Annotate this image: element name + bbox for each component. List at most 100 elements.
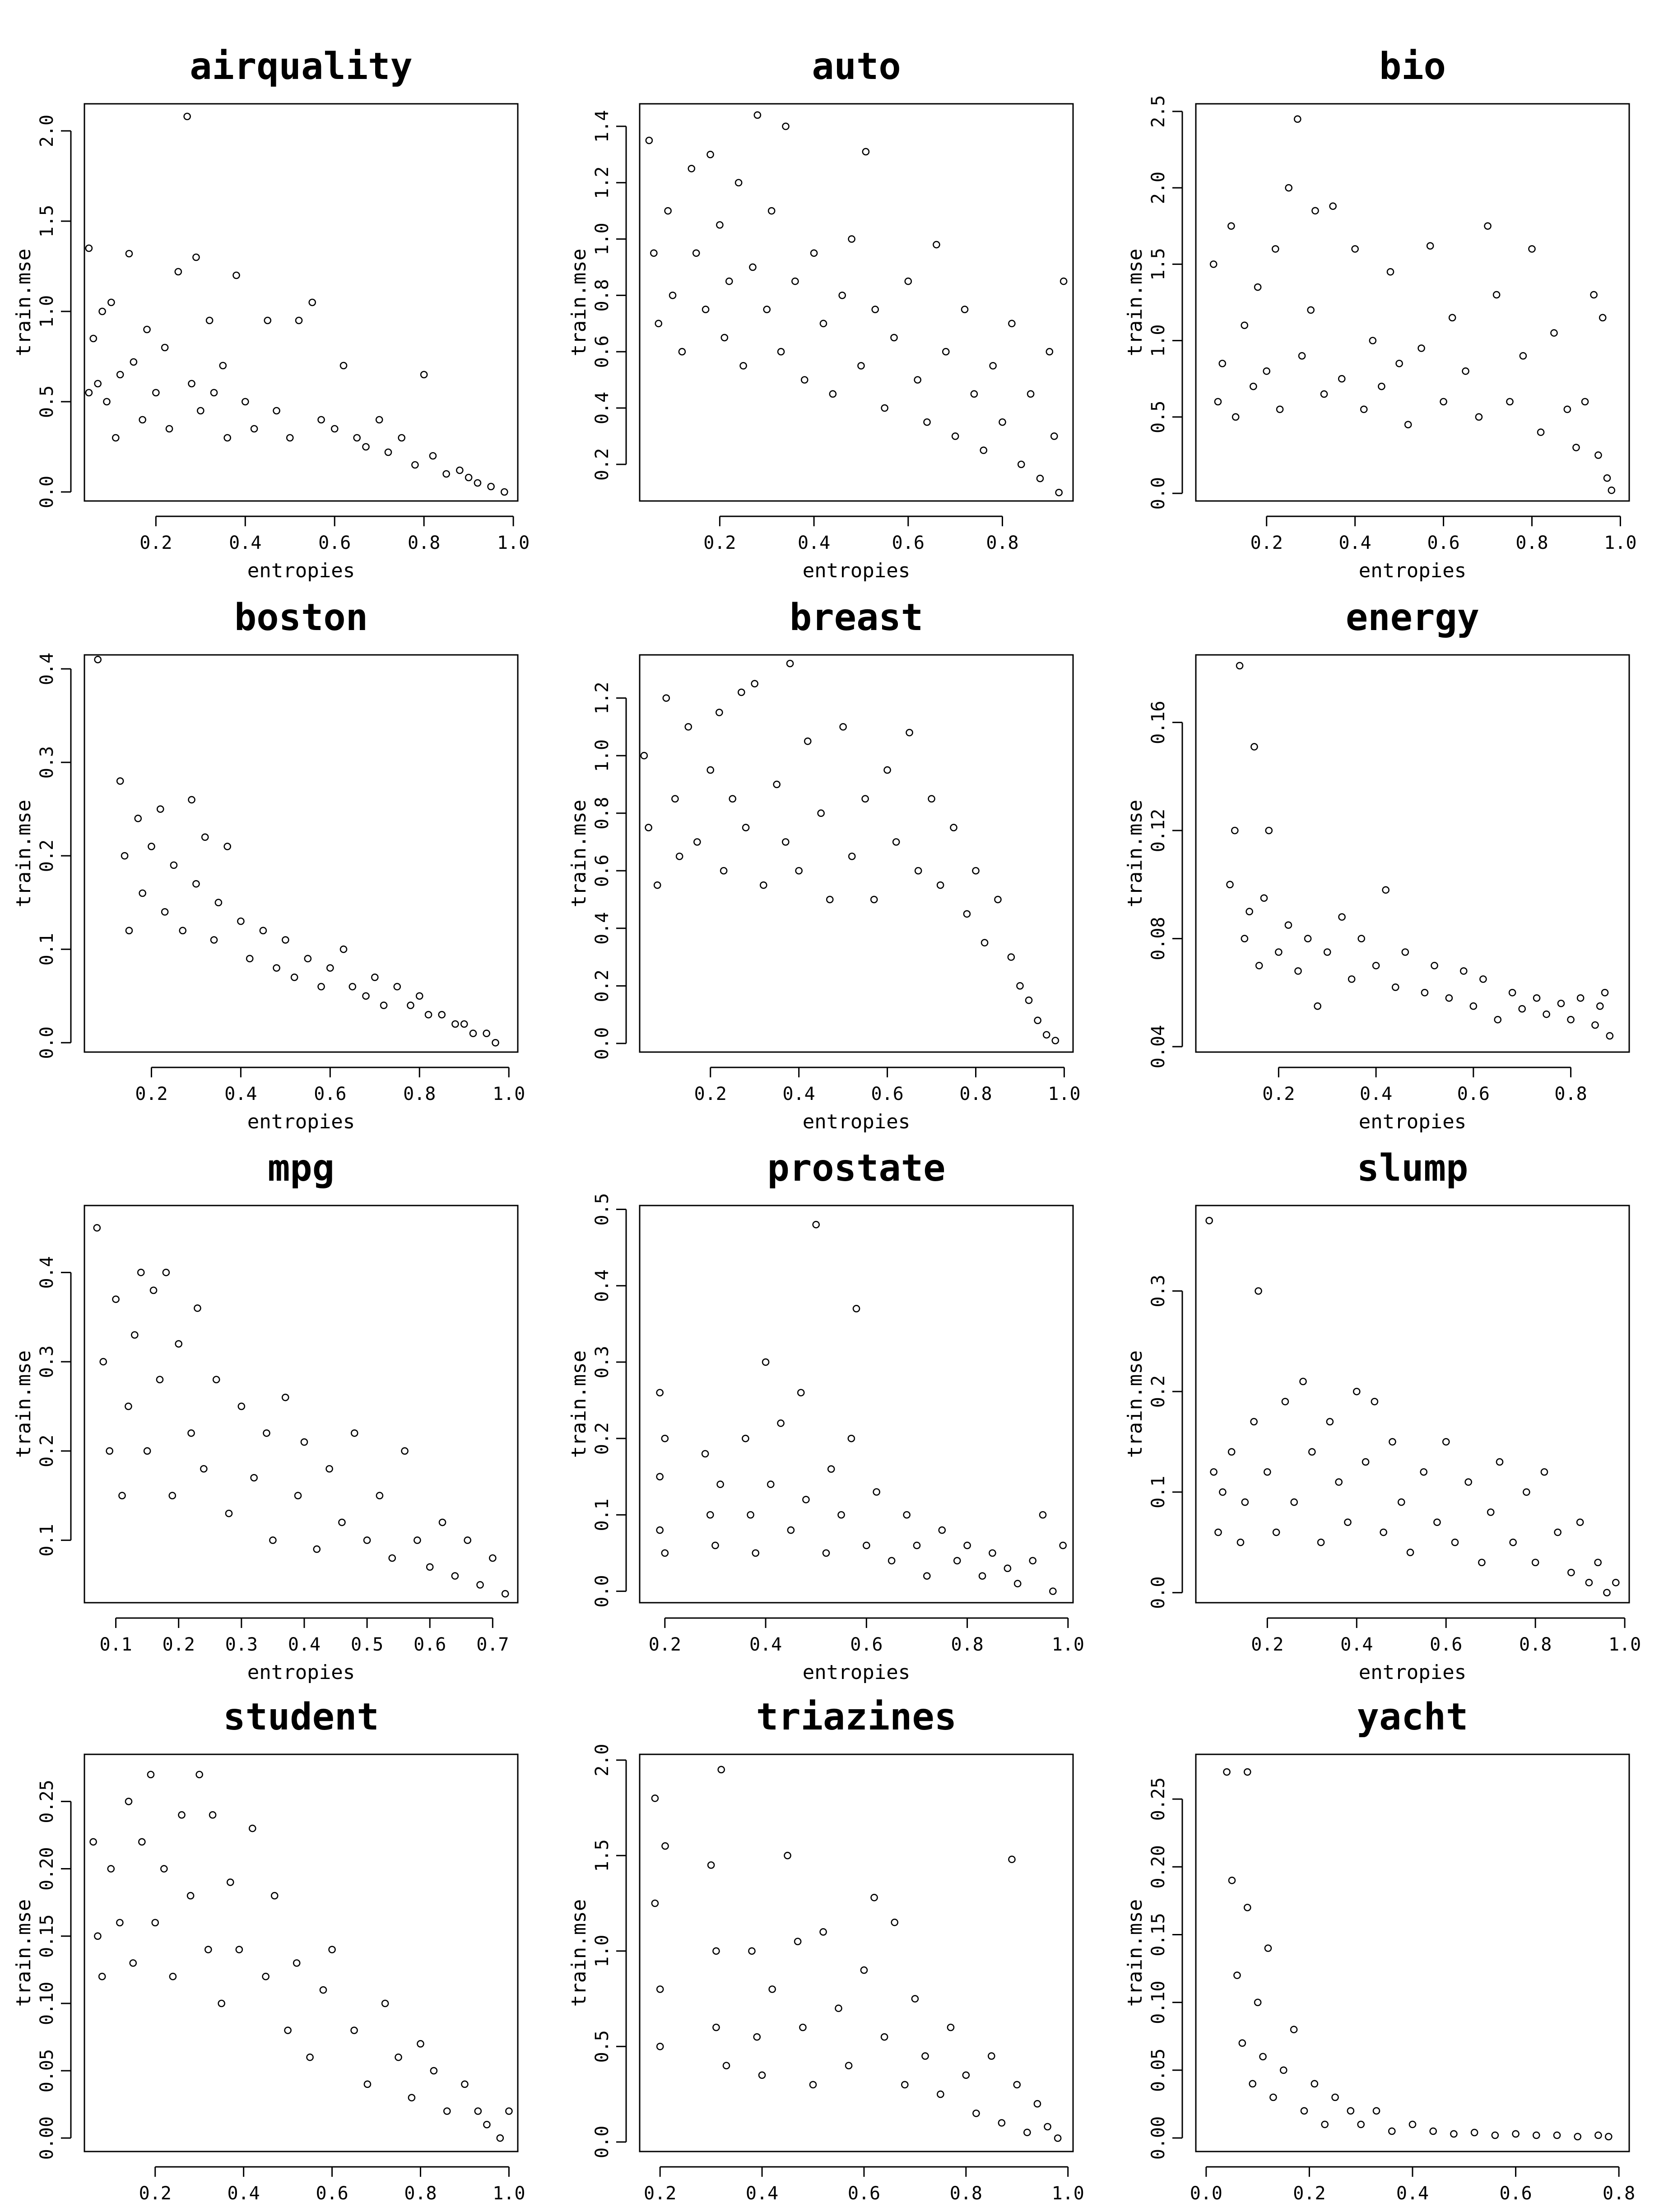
chart-triazines-point xyxy=(809,2081,817,2089)
chart-boston-point xyxy=(94,656,102,663)
chart-energy-point xyxy=(1494,1016,1502,1024)
chart-student-point xyxy=(248,1824,256,1832)
chart-mpg-plot-frame xyxy=(84,1205,519,1604)
chart-student-x-tick-label: 0.4 xyxy=(228,2183,260,2204)
chart-triazines-point xyxy=(753,2033,761,2041)
chart-breast-point xyxy=(662,694,670,702)
chart-triazines-point xyxy=(656,2043,664,2050)
chart-prostate-x-axis-label: entropies xyxy=(803,1661,910,1684)
chart-triazines-point xyxy=(707,1861,715,1869)
chart-energy-point xyxy=(1275,948,1283,956)
chart-prostate-point xyxy=(822,1549,830,1557)
chart-mpg-point xyxy=(200,1465,208,1473)
chart-auto-point xyxy=(838,292,846,299)
chart-slump-y-tick-label: 0.1 xyxy=(1148,1476,1169,1508)
chart-energy-point xyxy=(1601,988,1609,997)
chart-boston-point xyxy=(415,992,423,1000)
chart-auto-point xyxy=(767,207,776,215)
chart-mpg-point xyxy=(112,1295,120,1303)
chart-boston-point xyxy=(349,983,357,991)
chart-student-point xyxy=(363,2080,372,2088)
chart-prostate-point xyxy=(938,1526,946,1534)
chart-energy-point xyxy=(1401,948,1409,956)
chart-triazines-y-tick-label: 2.0 xyxy=(592,1744,613,1776)
chart-yacht-x-axis-label: entropies xyxy=(1359,2210,1466,2212)
chart-auto-point xyxy=(1046,348,1054,356)
chart-yacht-point xyxy=(1243,1768,1251,1776)
chart-energy-point xyxy=(1250,743,1258,751)
chart-breast-y-tick-label: 0.2 xyxy=(592,969,613,1002)
chart-student-point xyxy=(178,1811,186,1819)
chart-triazines-point xyxy=(835,2004,842,2012)
chart-yacht-point xyxy=(1243,1904,1251,1911)
chart-auto-point xyxy=(655,320,663,328)
chart-prostate-point xyxy=(863,1541,870,1549)
chart-student-x-tick-label: 1.0 xyxy=(493,2183,525,2204)
chart-prostate-point xyxy=(802,1496,810,1503)
chart-slump-x-tick-label: 1.0 xyxy=(1608,1634,1641,1655)
chart-breast-point xyxy=(675,853,683,860)
chart-slump-x-tick-label: 0.2 xyxy=(1251,1634,1283,1655)
chart-energy-point xyxy=(1323,948,1331,956)
chart-mpg-point xyxy=(325,1465,333,1473)
chart-auto-point xyxy=(1008,320,1016,328)
chart-prostate-point xyxy=(762,1358,770,1366)
chart-bio-y-axis-label: train.mse xyxy=(1124,249,1147,356)
chart-prostate-point xyxy=(978,1572,986,1580)
chart-airquality-point xyxy=(398,434,405,442)
chart-energy-x-tick-label: 0.4 xyxy=(1360,1084,1392,1104)
chart-mpg-x-tick-label: 0.3 xyxy=(225,1634,258,1655)
chart-student-point xyxy=(262,1972,270,1980)
chart-energy-x-tick-label: 0.2 xyxy=(1262,1084,1295,1104)
chart-slump-point xyxy=(1214,1528,1222,1536)
chart-mpg-y-tick-label: 0.3 xyxy=(37,1345,57,1378)
chart-auto-point xyxy=(914,376,921,384)
chart-slump-point xyxy=(1554,1528,1561,1536)
chart-auto-point xyxy=(848,235,855,243)
chart-triazines-x-tick-label: 1.0 xyxy=(1052,2183,1084,2204)
chart-bio-point xyxy=(1475,413,1483,421)
chart-airquality-point xyxy=(330,425,339,433)
chart-prostate-point xyxy=(989,1549,996,1557)
chart-prostate-point xyxy=(656,1389,664,1396)
chart-boston-point xyxy=(282,936,289,944)
chart-slump-point xyxy=(1509,1539,1517,1546)
chart-student-y-tick-label: 0.15 xyxy=(37,1915,57,1958)
chart-student-point xyxy=(350,2027,358,2034)
chart-slump-point xyxy=(1255,1287,1262,1295)
chart-auto-y-tick-label: 0.6 xyxy=(592,335,613,368)
chart-student-y-tick-label: 0.20 xyxy=(37,1847,57,1890)
chart-airquality-point xyxy=(232,271,240,279)
chart-airquality-point xyxy=(501,488,508,496)
chart-prostate-y-tick-label: 0.2 xyxy=(592,1422,613,1455)
chart-auto-x-tick-label: 0.4 xyxy=(798,533,830,553)
chart-airquality-point xyxy=(107,298,115,306)
chart-boston-point xyxy=(223,843,232,850)
chart-airquality-x-tick-label: 1.0 xyxy=(497,533,530,553)
chart-breast-point xyxy=(928,795,935,803)
chart-triazines-point xyxy=(1033,2100,1041,2108)
chart-mpg-point xyxy=(489,1554,497,1562)
chart-airquality-point xyxy=(210,389,218,397)
chart-boston-point xyxy=(259,927,267,935)
chart-student-x-tick-label: 0.6 xyxy=(316,2183,348,2204)
chart-breast-point xyxy=(786,659,794,668)
chart-prostate-plot-frame xyxy=(639,1205,1074,1604)
chart-slump-y-tick-label: 0.0 xyxy=(1148,1577,1169,1609)
chart-boston-y-tick-label: 0.3 xyxy=(37,746,57,779)
chart-energy-point xyxy=(1260,894,1268,902)
chart-triazines-point xyxy=(937,2090,944,2098)
chart-boston-y-axis-label: train.mse xyxy=(12,800,35,907)
chart-prostate-point xyxy=(797,1389,805,1396)
chart-airquality-point xyxy=(94,380,102,388)
chart-student-y-axis-label: train.mse xyxy=(12,1899,35,2007)
chart-auto-point xyxy=(753,111,762,119)
chart-yacht-point xyxy=(1604,2133,1613,2141)
chart-boston-point xyxy=(339,945,348,953)
chart-energy-point xyxy=(1294,967,1302,975)
chart-mpg-point xyxy=(376,1492,384,1499)
chart-student-point xyxy=(129,1959,137,1967)
chart-breast-point xyxy=(716,709,723,716)
chart-energy-point xyxy=(1236,662,1244,670)
